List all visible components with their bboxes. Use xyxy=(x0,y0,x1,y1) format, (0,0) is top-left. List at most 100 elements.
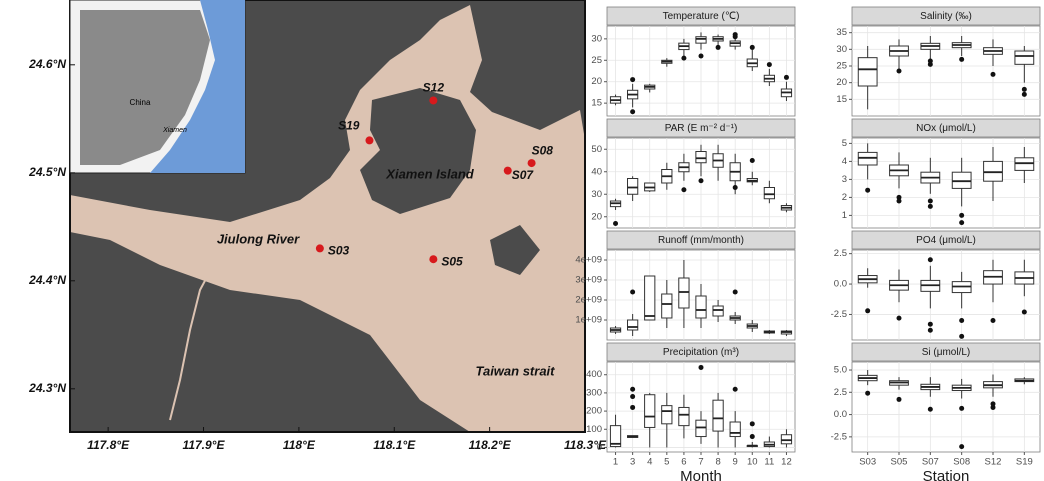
panel-title: Salinity (‰) xyxy=(920,11,972,22)
box xyxy=(713,306,723,316)
panel-title: PO4 (μmol/L) xyxy=(916,235,976,246)
outlier xyxy=(699,178,704,183)
y-tick-label: 5 xyxy=(842,138,847,149)
lat-tick-label: 24.5°N xyxy=(28,165,66,179)
station-label: S19 xyxy=(338,119,360,133)
place-label: Taiwan strait xyxy=(476,363,556,378)
outlier xyxy=(991,318,996,323)
y-tick-label: 0.0 xyxy=(834,409,847,420)
x-tick-label: 12 xyxy=(781,457,792,468)
y-tick-label: 1 xyxy=(842,210,847,221)
plot-area xyxy=(852,362,1040,452)
box xyxy=(1015,51,1034,64)
x-tick-label: 7 xyxy=(698,457,703,468)
box xyxy=(662,294,672,318)
box xyxy=(730,422,740,437)
map: China Xiamen Xiamen Island Jiulong River… xyxy=(28,0,607,452)
y-tick-label: 400 xyxy=(586,369,602,380)
outlier xyxy=(630,405,635,410)
x-tick-label: 10 xyxy=(747,457,758,468)
y-tick-label: 35 xyxy=(836,27,847,38)
x-tick-label: 11 xyxy=(764,457,774,468)
outlier xyxy=(733,387,738,392)
x-tick-label: 1 xyxy=(613,457,618,468)
station xyxy=(316,244,324,252)
outlier xyxy=(897,397,902,402)
outlier xyxy=(991,72,996,77)
y-tick-label: 2.5 xyxy=(834,387,847,398)
y-tick-label: 2e+09 xyxy=(575,295,602,306)
outlier xyxy=(750,158,755,163)
station xyxy=(429,255,437,263)
outlier xyxy=(897,316,902,321)
box xyxy=(764,188,774,199)
outlier xyxy=(928,199,933,204)
x-tick-label: 5 xyxy=(664,457,669,468)
outlier xyxy=(613,221,618,226)
y-tick-label: 100 xyxy=(586,424,602,435)
panel: PAR (E m⁻² d⁻¹)20304050 xyxy=(591,119,795,228)
station-label: S12 xyxy=(423,81,445,95)
station xyxy=(528,159,536,167)
lon-tick-label: 117.9°E xyxy=(183,438,226,452)
x-tick-label: S08 xyxy=(953,457,970,468)
outlier xyxy=(733,32,738,37)
outlier xyxy=(681,56,686,61)
place-label: Jiulong River xyxy=(217,231,300,246)
box xyxy=(628,179,638,195)
panel-title: NOx (μmol/L) xyxy=(916,123,976,134)
outlier xyxy=(959,406,964,411)
x-axis-label: Station xyxy=(923,468,970,481)
outlier xyxy=(733,290,738,295)
box xyxy=(781,435,791,444)
y-tick-label: 30 xyxy=(591,33,602,44)
y-tick-label: 3 xyxy=(842,174,847,185)
box xyxy=(645,395,655,428)
x-tick-label: 4 xyxy=(647,457,652,468)
outlier xyxy=(959,220,964,225)
panel: PO4 (μmol/L)-2.50.02.5 xyxy=(831,231,1040,340)
panel-title: PAR (E m⁻² d⁻¹) xyxy=(665,123,738,134)
outlier xyxy=(959,334,964,339)
outlier xyxy=(716,45,721,50)
outlier xyxy=(959,57,964,62)
outlier xyxy=(767,62,772,67)
y-tick-label: 20 xyxy=(591,211,602,222)
y-tick-label: 30 xyxy=(591,189,602,200)
panel-title: Precipitation (m³) xyxy=(663,347,739,358)
x-tick-label: S03 xyxy=(859,457,876,468)
box xyxy=(696,296,706,318)
y-tick-label: 2 xyxy=(842,192,847,203)
y-tick-label: -2.5 xyxy=(831,309,847,320)
outlier xyxy=(897,199,902,204)
panel: Temperature (℃)15202530 xyxy=(591,7,795,116)
x-tick-label: S07 xyxy=(922,457,939,468)
y-tick-label: 200 xyxy=(586,406,602,417)
x-tick-label: 9 xyxy=(733,457,738,468)
outlier xyxy=(865,188,870,193)
outlier xyxy=(865,391,870,396)
y-tick-label: 40 xyxy=(591,166,602,177)
outlier xyxy=(928,407,933,412)
y-tick-label: 15 xyxy=(836,94,847,105)
box-panels: Temperature (℃)15202530PAR (E m⁻² d⁻¹)20… xyxy=(575,7,1040,481)
box xyxy=(984,161,1003,181)
y-tick-label: 25 xyxy=(591,55,602,66)
outlier xyxy=(897,69,902,74)
station xyxy=(429,96,437,104)
lat-tick-label: 24.4°N xyxy=(28,273,66,287)
box xyxy=(645,276,655,320)
x-tick-label: 6 xyxy=(681,457,686,468)
x-tick-label: S19 xyxy=(1016,457,1033,468)
lon-tick-label: 118°E xyxy=(283,438,316,452)
inset-map: China Xiamen xyxy=(70,0,245,173)
outlier xyxy=(750,45,755,50)
outlier xyxy=(1022,310,1027,315)
y-tick-label: 300 xyxy=(586,387,602,398)
inset-label: Xiamen xyxy=(162,127,187,134)
outlier xyxy=(1022,87,1027,92)
inset-label: China xyxy=(130,98,151,107)
